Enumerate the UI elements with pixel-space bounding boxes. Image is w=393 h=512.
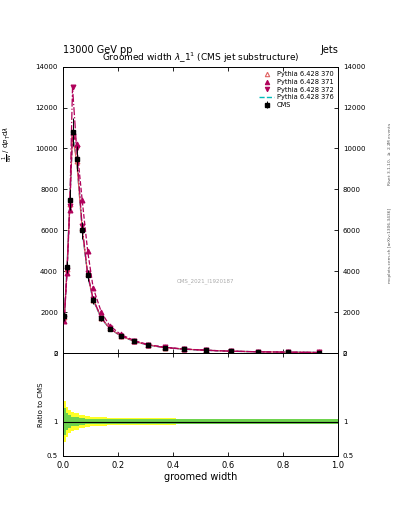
Pythia 6.428 372 [64, 267, 70, 273]
Pythia 6.428 370 [256, 349, 261, 355]
Pythia 6.428 370 [228, 348, 233, 354]
Pythia 6.428 376 [286, 349, 291, 355]
Pythia 6.428 376 [74, 156, 79, 162]
Pythia 6.428 370 [85, 271, 90, 278]
Pythia 6.428 371 [316, 349, 321, 355]
Pythia 6.428 371 [99, 309, 104, 315]
Text: mcplots.cern.ch [arXiv:1306.3436]: mcplots.cern.ch [arXiv:1306.3436] [388, 208, 392, 283]
Pythia 6.428 370 [99, 315, 104, 321]
Pythia 6.428 372 [99, 315, 104, 321]
Pythia 6.428 371 [62, 317, 67, 324]
Pythia 6.428 372 [85, 270, 90, 276]
Line: Pythia 6.428 371: Pythia 6.428 371 [62, 130, 321, 355]
Pythia 6.428 371 [204, 347, 208, 353]
Pythia 6.428 370 [204, 347, 208, 353]
Pythia 6.428 370 [80, 225, 84, 231]
Pythia 6.428 370 [146, 342, 151, 348]
Pythia 6.428 371 [256, 349, 261, 355]
Text: CMS_2021_I1920187: CMS_2021_I1920187 [177, 279, 235, 285]
Pythia 6.428 371 [85, 248, 90, 254]
Pythia 6.428 372 [68, 203, 72, 209]
Pythia 6.428 372 [80, 223, 84, 229]
Line: Pythia 6.428 372: Pythia 6.428 372 [62, 84, 321, 355]
Pythia 6.428 376 [85, 272, 90, 278]
Pythia 6.428 376 [99, 315, 104, 322]
Pythia 6.428 371 [228, 348, 233, 354]
Text: Jets: Jets [320, 45, 338, 55]
Pythia 6.428 372 [62, 315, 67, 322]
Pythia 6.428 372 [162, 345, 167, 351]
Pythia 6.428 371 [286, 349, 291, 355]
Pythia 6.428 372 [316, 349, 321, 355]
Pythia 6.428 376 [91, 297, 95, 303]
Pythia 6.428 372 [132, 338, 137, 345]
Pythia 6.428 371 [80, 197, 84, 203]
Text: 13000 GeV pp: 13000 GeV pp [63, 45, 132, 55]
Pythia 6.428 372 [91, 296, 95, 302]
Pythia 6.428 376 [316, 349, 321, 355]
Pythia 6.428 370 [107, 326, 112, 332]
Pythia 6.428 376 [68, 200, 72, 206]
Pythia 6.428 370 [118, 333, 123, 339]
Pythia 6.428 376 [256, 349, 261, 355]
Pythia 6.428 371 [146, 342, 151, 348]
Pythia 6.428 372 [74, 145, 79, 152]
Pythia 6.428 370 [70, 133, 75, 139]
Text: Rivet 3.1.10, $\geq$ 2.2M events: Rivet 3.1.10, $\geq$ 2.2M events [386, 121, 393, 186]
Pythia 6.428 372 [182, 346, 186, 352]
Pythia 6.428 370 [74, 158, 79, 164]
Pythia 6.428 372 [107, 325, 112, 331]
Pythia 6.428 370 [68, 201, 72, 207]
Pythia 6.428 376 [70, 131, 75, 137]
Pythia 6.428 371 [64, 270, 70, 276]
Line: Pythia 6.428 376: Pythia 6.428 376 [64, 134, 319, 352]
Pythia 6.428 376 [162, 345, 167, 351]
Pythia 6.428 372 [70, 84, 75, 90]
Pythia 6.428 372 [118, 333, 123, 339]
Pythia 6.428 376 [118, 333, 123, 339]
Pythia 6.428 376 [107, 326, 112, 332]
Pythia 6.428 371 [182, 346, 186, 352]
Pythia 6.428 370 [132, 338, 137, 345]
Pythia 6.428 372 [204, 347, 208, 353]
Pythia 6.428 376 [228, 348, 233, 354]
Pythia 6.428 376 [64, 266, 70, 272]
Pythia 6.428 372 [228, 348, 233, 354]
Pythia 6.428 371 [68, 207, 72, 213]
Pythia 6.428 370 [162, 345, 167, 351]
Pythia 6.428 370 [64, 266, 70, 272]
Pythia 6.428 371 [70, 129, 75, 135]
Legend: Pythia 6.428 370, Pythia 6.428 371, Pythia 6.428 372, Pythia 6.428 376, CMS: Pythia 6.428 370, Pythia 6.428 371, Pyth… [258, 70, 335, 109]
Line: Pythia 6.428 370: Pythia 6.428 370 [62, 134, 321, 355]
Pythia 6.428 370 [316, 349, 321, 355]
Title: Groomed width $\lambda\_1^1$ (CMS jet substructure): Groomed width $\lambda\_1^1$ (CMS jet su… [102, 51, 299, 65]
Pythia 6.428 370 [182, 346, 186, 352]
Pythia 6.428 376 [62, 314, 67, 321]
Pythia 6.428 371 [132, 337, 137, 344]
X-axis label: groomed width: groomed width [164, 472, 237, 482]
Text: $\frac{1}{\mathrm{d}N}$ / $\mathrm{d}p_T\mathrm{d}\lambda$: $\frac{1}{\mathrm{d}N}$ / $\mathrm{d}p_T… [1, 125, 15, 162]
Pythia 6.428 371 [107, 323, 112, 329]
Pythia 6.428 376 [146, 342, 151, 348]
Pythia 6.428 376 [182, 346, 186, 352]
Pythia 6.428 370 [286, 349, 291, 355]
Pythia 6.428 376 [204, 347, 208, 353]
Pythia 6.428 370 [62, 314, 67, 321]
Pythia 6.428 371 [118, 331, 123, 337]
Pythia 6.428 371 [162, 344, 167, 350]
Pythia 6.428 372 [146, 342, 151, 348]
Pythia 6.428 372 [256, 349, 261, 355]
Pythia 6.428 372 [286, 349, 291, 355]
Pythia 6.428 376 [80, 226, 84, 232]
Pythia 6.428 376 [132, 338, 137, 345]
Pythia 6.428 371 [74, 141, 79, 147]
Y-axis label: Ratio to CMS: Ratio to CMS [38, 382, 44, 426]
Pythia 6.428 370 [91, 296, 95, 303]
Pythia 6.428 371 [91, 285, 95, 291]
